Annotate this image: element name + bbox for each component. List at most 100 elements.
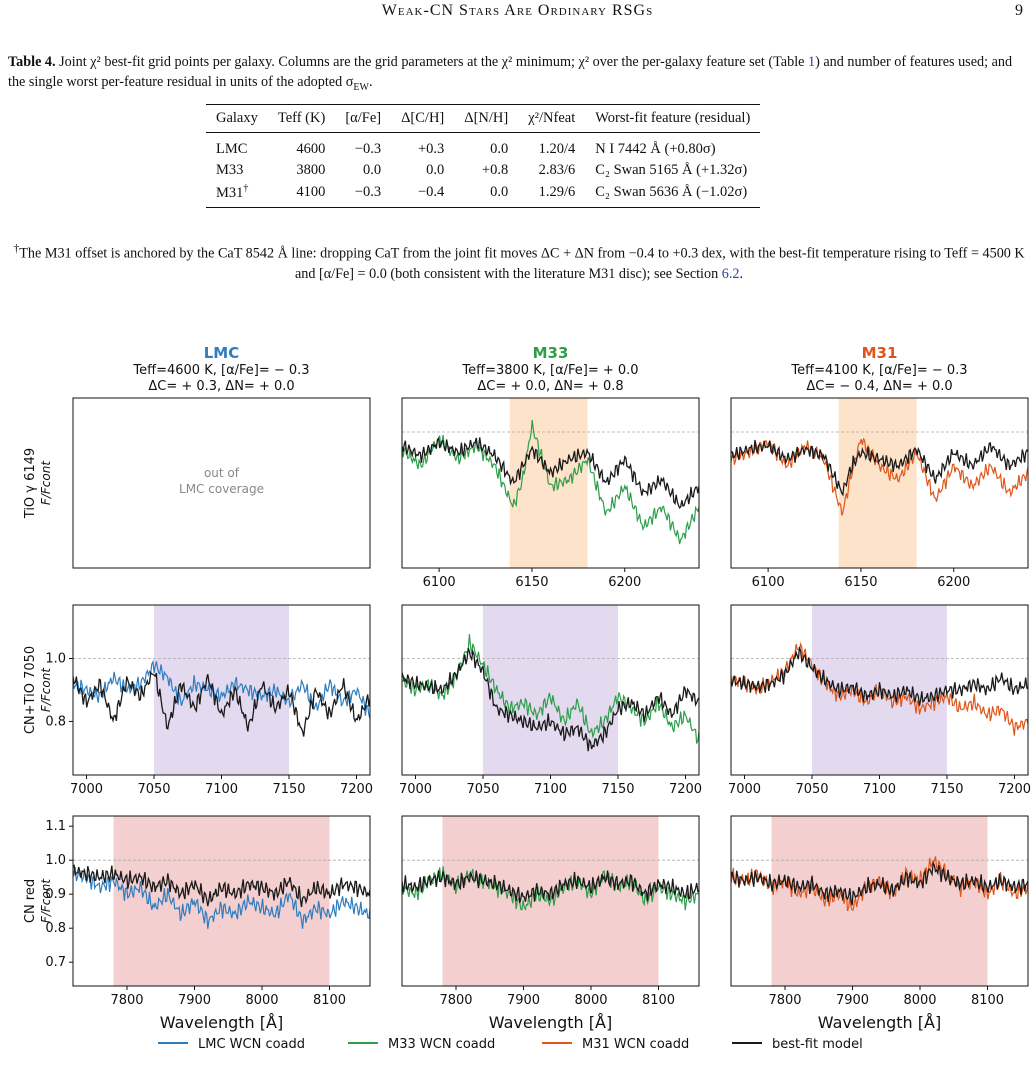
panel-frame xyxy=(72,815,371,987)
cell-dc: +0.3 xyxy=(417,141,445,157)
x-tick-label: 7800 xyxy=(439,993,472,1008)
cell-galaxy: M33 xyxy=(216,162,244,178)
column-params-line1: Teff=4600 K, [α/Fe]= − 0.3 xyxy=(132,363,309,378)
model-line xyxy=(731,860,1028,906)
x-tick-label: 7050 xyxy=(795,782,828,797)
legend-label: M33 WCN coadd xyxy=(388,1037,495,1052)
section-reference-link[interactable]: 6.2 xyxy=(721,265,740,282)
caption-text-c: . xyxy=(368,74,373,90)
cell-alpha: 0.0 xyxy=(362,162,382,178)
cell-worst: N I 7442 Å (+0.80σ) xyxy=(595,141,716,157)
x-tick-label: 7050 xyxy=(466,782,499,797)
cell-dc: −0.4 xyxy=(391,181,455,208)
x-tick-label: 7050 xyxy=(137,782,170,797)
cell-galaxy-name: M31 xyxy=(216,184,244,201)
x-tick-label: 7100 xyxy=(205,782,238,797)
x-tick-label: 6100 xyxy=(423,575,456,590)
row-label: CN+TiO 7050 xyxy=(23,646,38,734)
x-tick-label: 7000 xyxy=(70,782,103,797)
x-axis-label: Wavelength [Å] xyxy=(489,1013,612,1032)
column-title-m33: M33 xyxy=(533,344,569,362)
table-header-row: Galaxy Teff (K) [α/Fe] Δ[C/H] Δ[N/H] χ²/… xyxy=(206,104,761,133)
x-axis-label: Wavelength [Å] xyxy=(160,1013,283,1032)
x-tick-label: 6100 xyxy=(752,575,785,590)
column-title-m31: M31 xyxy=(862,344,898,362)
x-tick-label: 7200 xyxy=(669,782,702,797)
x-tick-label: 7150 xyxy=(272,782,305,797)
column-title-lmc: LMC xyxy=(204,344,240,362)
col-header-galaxy: Galaxy xyxy=(206,104,268,133)
feature-band xyxy=(483,605,618,775)
col-header-worst: Worst-fit feature (residual) xyxy=(585,104,761,133)
x-tick-label: 6200 xyxy=(608,575,641,590)
cell-teff: 4100 xyxy=(267,181,336,208)
model-line xyxy=(731,439,1028,497)
x-tick-label: 7800 xyxy=(768,993,801,1008)
page-number: 9 xyxy=(1015,2,1023,19)
column-params-line2: ΔC= + 0.3, ΔN= + 0.0 xyxy=(148,379,294,394)
running-title: Weak-CN Stars Are Ordinary RSGs xyxy=(381,2,654,19)
col-header-alpha: [α/Fe] xyxy=(335,104,392,133)
cell-teff: 3800 xyxy=(296,162,326,178)
legend-label: best-fit model xyxy=(772,1037,863,1052)
spectrum-line xyxy=(73,866,370,929)
model-line xyxy=(402,437,699,509)
model-line xyxy=(73,864,370,908)
y-tick-label: 0.8 xyxy=(45,921,66,936)
cell-chi2: 1.20/4 xyxy=(538,141,576,157)
cell-worst: C₂ Swan 5165 Å (+1.32σ) xyxy=(595,162,748,178)
x-tick-label: 7000 xyxy=(399,782,432,797)
cell-chi2: 2.83/6 xyxy=(538,162,576,178)
no-coverage-text: out of xyxy=(204,466,240,480)
x-tick-label: 6200 xyxy=(937,575,970,590)
table-label: Table 4. xyxy=(8,54,56,70)
feature-band xyxy=(113,816,330,986)
column-params-line1: Teff=3800 K, [α/Fe]= + 0.0 xyxy=(461,363,638,378)
cell-dn: 0.0 xyxy=(490,141,509,157)
row-ylabel: F/Fcont xyxy=(39,667,53,712)
model-line xyxy=(402,647,699,752)
x-tick-label: 8000 xyxy=(574,993,607,1008)
x-tick-label: 8100 xyxy=(971,993,1004,1008)
cell-chi2: 1.29/6 xyxy=(518,181,586,208)
caption-text-b: ) and number of features used; and the s… xyxy=(8,54,1013,90)
footnote-dagger: † xyxy=(13,241,20,255)
cell-galaxy: LMC xyxy=(216,141,248,157)
x-tick-label: 7900 xyxy=(178,993,211,1008)
results-table: Galaxy Teff (K) [α/Fe] Δ[C/H] Δ[N/H] χ²/… xyxy=(206,104,761,208)
cell-worst: C₂ Swan 5636 Å (−1.02σ) xyxy=(585,181,761,208)
col-header-teff: Teff (K) xyxy=(267,104,336,133)
panel-frame xyxy=(730,815,1029,987)
col-header-dc: Δ[C/H] xyxy=(391,104,455,133)
legend-label: M31 WCN coadd xyxy=(582,1037,689,1052)
column-params-line1: Teff=4100 K, [α/Fe]= − 0.3 xyxy=(790,363,967,378)
column-params-line2: ΔC= + 0.0, ΔN= + 0.8 xyxy=(477,379,623,394)
table-reference-link[interactable]: 1 xyxy=(807,54,816,70)
y-tick-label: 1.0 xyxy=(45,652,66,667)
footnote-text-b: . xyxy=(739,265,744,282)
x-tick-label: 8100 xyxy=(642,993,675,1008)
y-tick-label: 1.1 xyxy=(45,819,66,834)
x-tick-label: 7900 xyxy=(836,993,869,1008)
caption-text-a: Joint χ² best-fit grid points per galaxy… xyxy=(55,54,808,70)
x-tick-label: 7200 xyxy=(998,782,1031,797)
model-line xyxy=(402,870,699,904)
x-tick-label: 7800 xyxy=(110,993,143,1008)
footnote-mark: † xyxy=(243,183,249,194)
row-label: TiO γ 6149 xyxy=(23,448,38,519)
y-tick-label: 0.7 xyxy=(45,955,66,970)
footnote-text-a: The M31 offset is anchored by the CaT 85… xyxy=(19,245,1025,282)
x-tick-label: 7150 xyxy=(601,782,634,797)
y-tick-label: 0.9 xyxy=(45,887,66,902)
feature-band xyxy=(838,398,917,568)
model-line xyxy=(73,670,370,737)
cell-dn: 0.0 xyxy=(454,181,519,208)
cell-dn: +0.8 xyxy=(481,162,509,178)
cell-dc: 0.0 xyxy=(426,162,445,178)
column-params-line2: ΔC= − 0.4, ΔN= + 0.0 xyxy=(806,379,952,394)
y-tick-label: 1.0 xyxy=(45,853,66,868)
x-axis-label: Wavelength [Å] xyxy=(818,1013,941,1032)
no-coverage-text: LMC coverage xyxy=(179,482,264,496)
x-tick-label: 7100 xyxy=(863,782,896,797)
